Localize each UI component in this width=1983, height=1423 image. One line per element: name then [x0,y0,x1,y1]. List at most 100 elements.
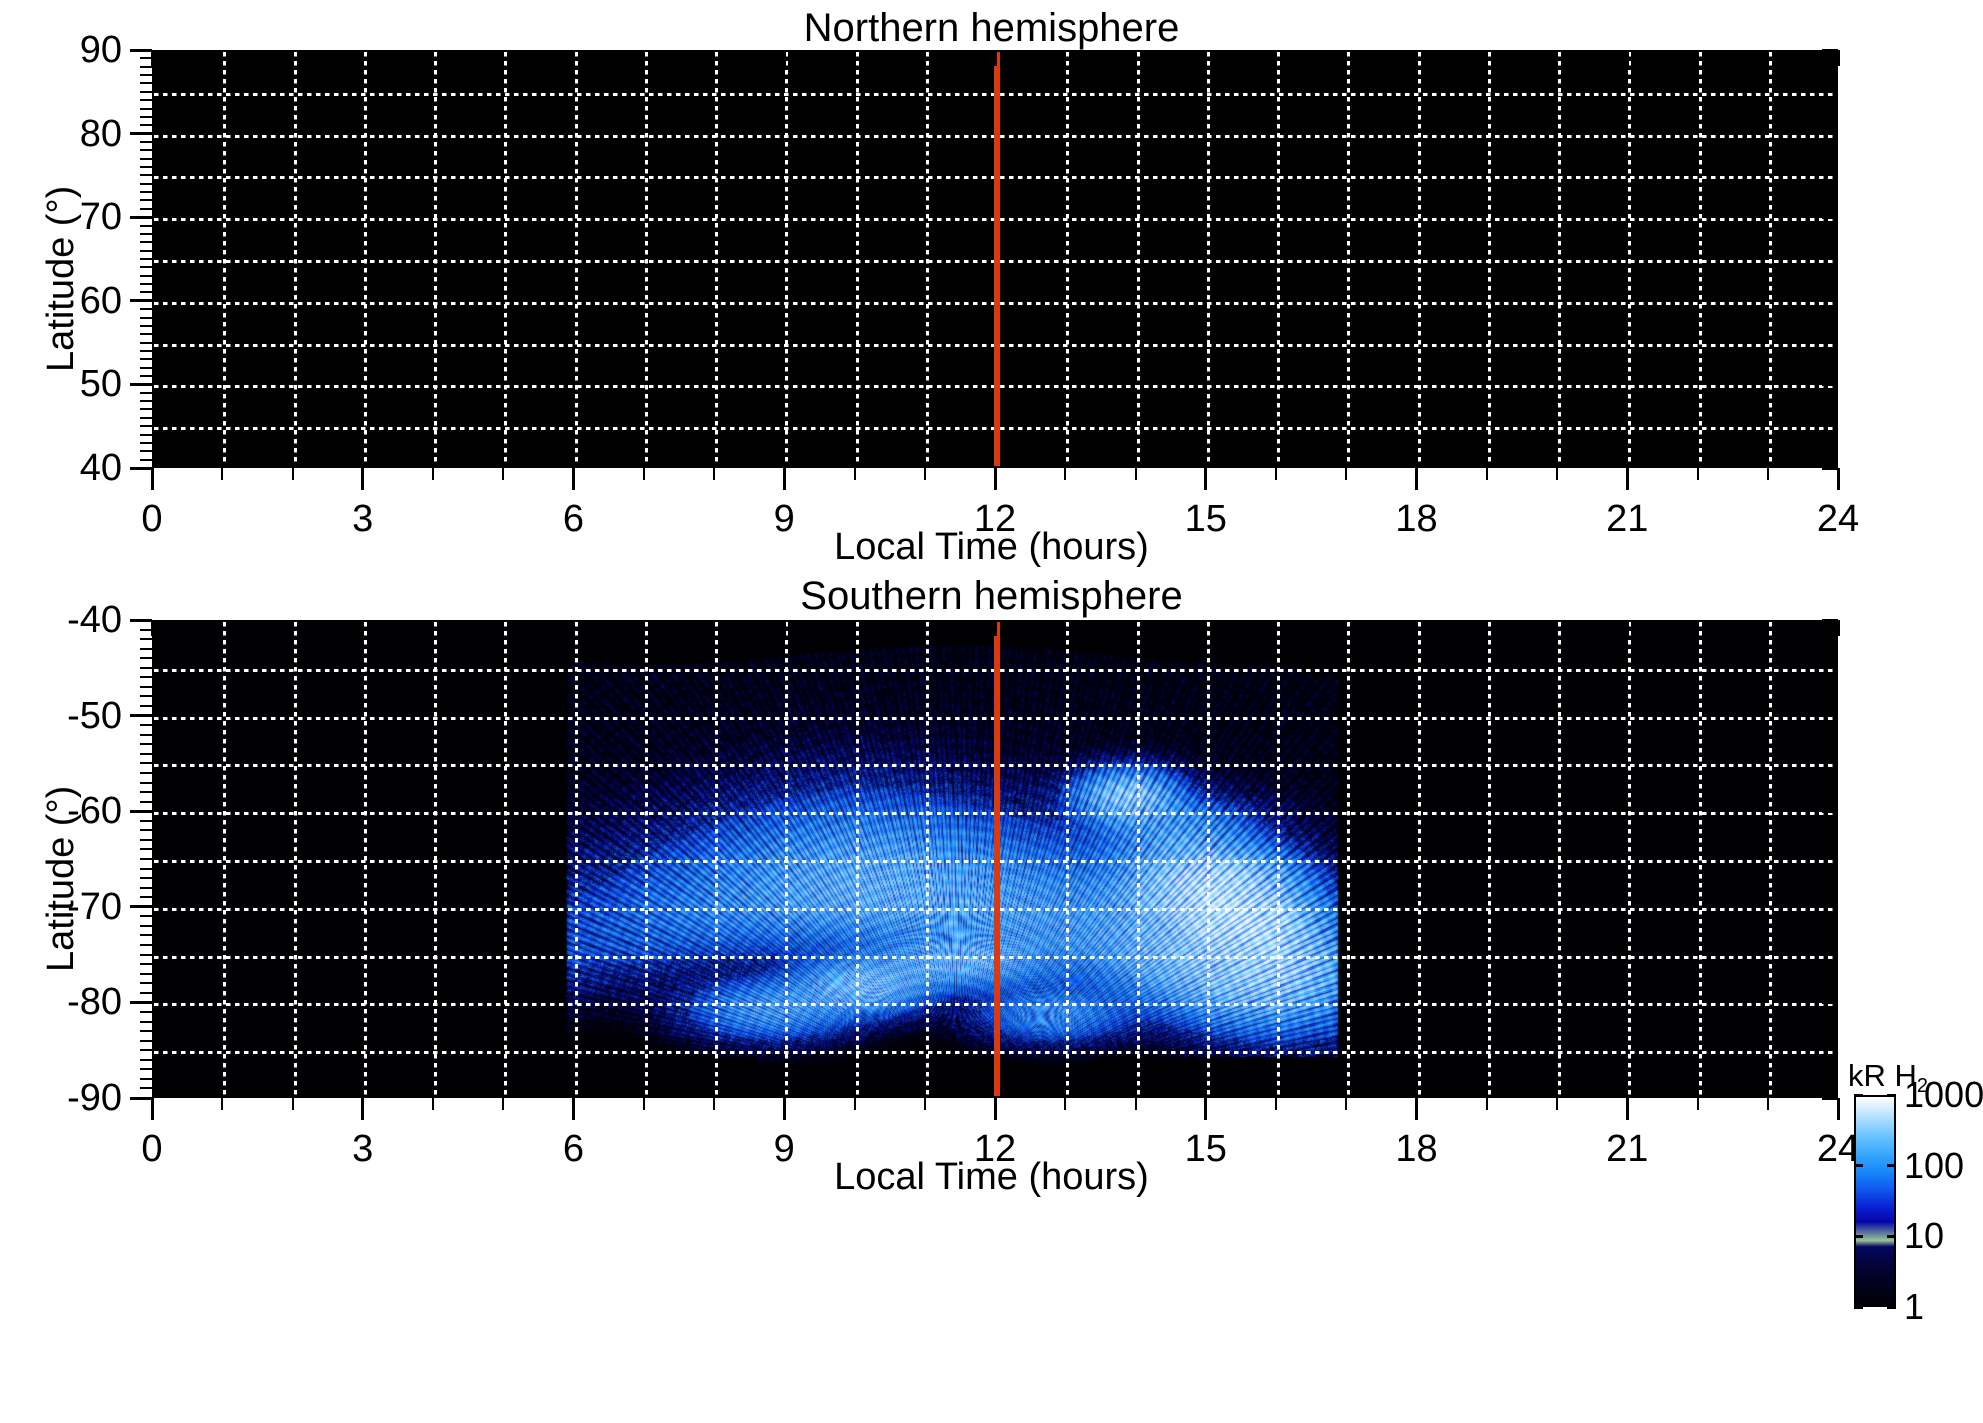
y-tick-minor-right [1829,274,1838,277]
y-tick-minor-right [1829,182,1838,185]
y-tick-minor [140,224,152,227]
gridline-vertical [644,52,648,466]
y-tick-minor [140,781,152,784]
y-tick-label: 90 [79,29,122,71]
x-tick-minor [853,1098,856,1110]
y-tick-minor [140,425,152,428]
colorbar-tick-label: 100 [1904,1144,1965,1186]
y-tick-minor [140,450,152,453]
x-tick-minor-top [713,50,715,59]
x-tick-major-top [1204,50,1208,66]
y-tick-label: -80 [67,981,122,1024]
y-tick-minor-right [1829,944,1838,947]
gridline-vertical [223,622,227,1096]
y-tick-minor [140,733,152,736]
y-tick-minor-right [1829,249,1838,252]
y-tick-minor-right [1829,400,1838,403]
y-tick-minor-right [1829,1039,1838,1042]
y-tick-minor [140,57,152,60]
x-tick-major [782,1098,786,1120]
y-tick-minor-right [1829,848,1838,851]
y-tick-minor-right [1829,915,1838,918]
gridline-vertical [644,622,648,1096]
gridline-vertical [785,52,789,466]
x-tick-major-top [150,50,154,66]
y-tick-minor [140,416,152,419]
y-tick-minor-right [1829,349,1838,352]
x-tick-major-top [1415,620,1418,636]
y-tick-minor-right [1829,90,1838,93]
x-tick-major [1204,1098,1208,1120]
y-tick-minor-right [1829,934,1838,937]
y-tick-minor [140,99,152,102]
colorbar-tick [1854,1164,1863,1168]
y-tick-major-right [1822,382,1838,386]
gridline-vertical [1417,622,1421,1096]
y-tick-minor-right [1829,341,1838,344]
gridline-vertical [574,622,578,1096]
y-tick-minor [140,441,152,444]
gridline-vertical [1277,622,1280,1096]
y-tick-minor-right [1829,1020,1838,1023]
colorbar-title-subscript: 2 [1916,1075,1929,1097]
x-tick-minor [923,468,926,480]
colorbar-title-text: kR H [1848,1058,1917,1093]
x-tick-major-top [361,50,365,66]
y-tick-minor-right [1829,166,1838,169]
y-tick-minor [140,207,152,210]
x-tick-major-top [993,50,997,66]
x-tick-major-top [1625,620,1629,636]
y-tick-label: 60 [79,279,122,322]
x-tick-major [150,1098,154,1120]
y-tick-major-right [1822,466,1838,470]
y-tick-minor-right [1829,896,1838,899]
colorbar: kR H2 1 10 100 1000 [1848,1058,1983,1325]
y-tick-minor-right [1829,57,1838,60]
y-tick-minor-right [1829,232,1838,235]
x-tick-minor [1064,1098,1067,1110]
y-tick-minor [140,258,152,260]
gridline-vertical [1628,52,1632,466]
y-tick-minor-right [1829,375,1838,378]
y-tick-minor [140,848,152,851]
x-tick-minor-top [1696,620,1699,629]
y-tick-minor-right [1829,829,1838,832]
x-tick-label: 21 [1606,1128,1649,1170]
plot-area-southern[interactable] [152,620,1838,1098]
y-tick-minor-right [1829,1087,1838,1090]
x-tick-minor [1134,1098,1137,1110]
x-tick-minor [1345,1098,1348,1110]
x-tick-minor-top [502,50,505,59]
gridline-vertical [363,622,367,1096]
y-tick-minor [140,107,152,110]
x-tick-major [572,1098,575,1120]
y-tick-minor [140,752,152,755]
y-tick-label: 50 [79,363,122,406]
y-tick-minor [140,249,152,252]
x-tick-major [1836,1098,1840,1120]
y-tick-minor [140,915,152,918]
y-tick-label: -70 [67,885,122,928]
y-tick-minor-right [1829,199,1838,202]
y-tick-minor-right [1829,115,1838,118]
x-tick-major [150,468,154,490]
y-tick-minor-right [1829,266,1838,269]
plot-area-northern[interactable] [152,50,1838,468]
y-tick-minor-right [1829,953,1838,956]
y-tick-minor [140,65,152,68]
y-tick-minor [140,408,152,411]
y-tick-minor [140,458,152,461]
gridline-vertical [1136,622,1140,1096]
y-tick-minor-right [1829,638,1838,641]
y-tick-minor [140,695,152,698]
colorbar-tick [1887,1305,1896,1309]
x-tick-label: 0 [141,498,163,540]
y-tick-minor-right [1829,982,1838,985]
y-tick-minor-right [1829,140,1838,143]
y-tick-minor-right [1829,283,1838,286]
y-tick-minor [140,241,152,244]
axis-title-x-southern: Local Time (hours) [834,1156,1149,1198]
y-tick-minor-right [1829,1077,1838,1080]
gridline-vertical [223,52,227,466]
